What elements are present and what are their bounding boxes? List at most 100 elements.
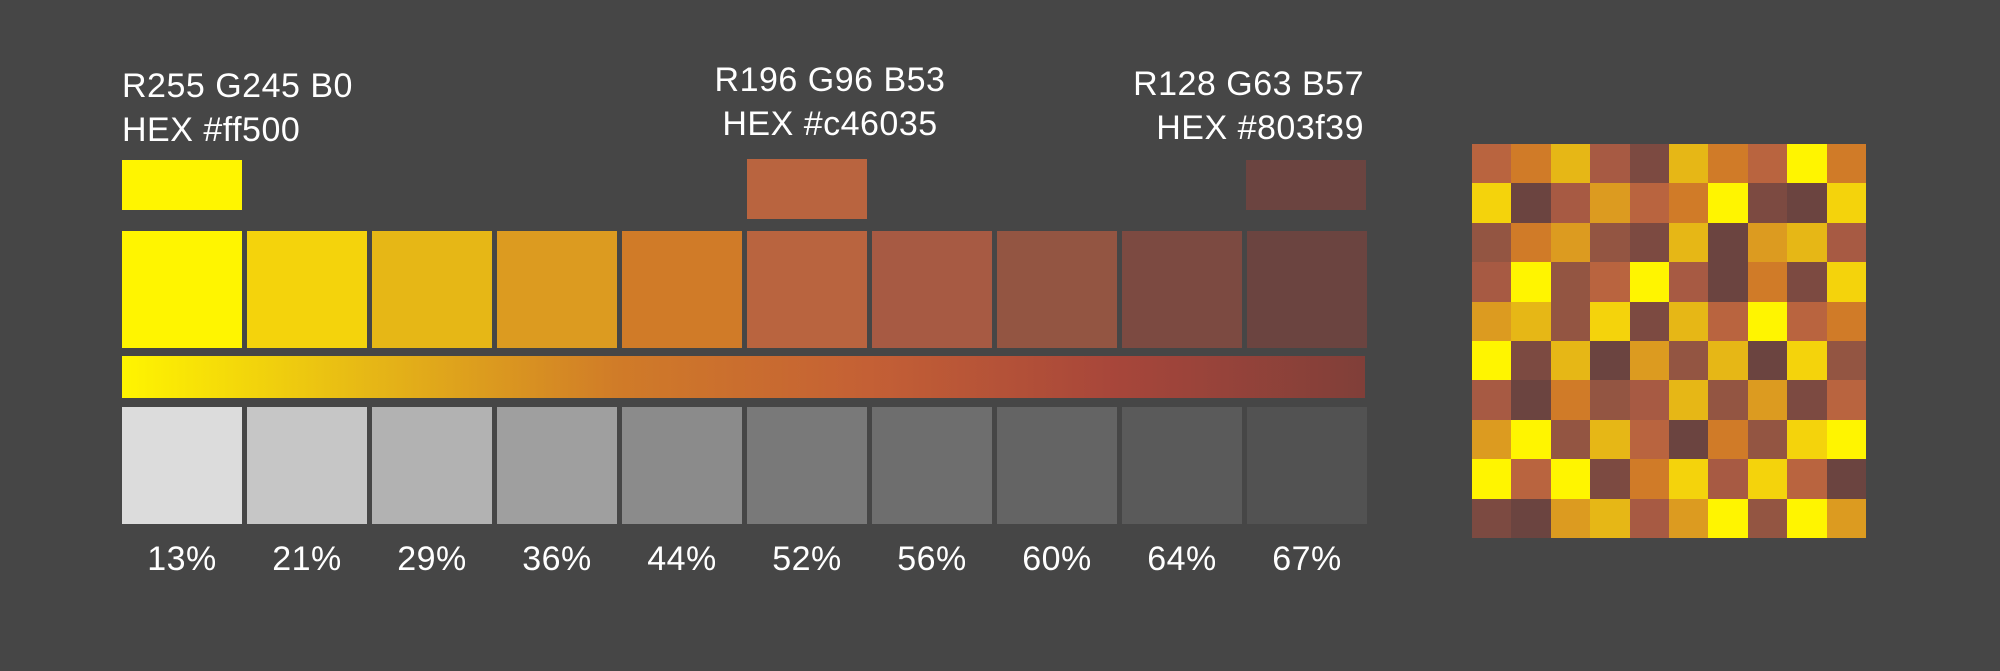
mosaic-tile	[1590, 380, 1630, 420]
mosaic-tile	[1747, 419, 1788, 460]
key-swatch-yellow	[122, 160, 242, 210]
percentage-label: 67%	[1272, 540, 1342, 578]
mosaic-tile	[1669, 301, 1709, 341]
mosaic-tile	[1590, 262, 1630, 302]
hex-label-brown: HEX #803f39	[1156, 109, 1364, 147]
key-swatch-brown	[1246, 160, 1366, 210]
hex-label-yellow: HEX #ff500	[122, 111, 301, 149]
mosaic-tile	[1472, 419, 1512, 460]
mosaic-tile	[1550, 419, 1591, 460]
mosaic-tile	[1590, 222, 1630, 263]
mosaic-tile	[1708, 183, 1748, 223]
percentage-label: 36%	[522, 540, 592, 578]
mosaic-tile	[1747, 459, 1788, 499]
mosaic-tile	[1511, 419, 1551, 460]
percentage-label: 64%	[1147, 540, 1217, 578]
mosaic-tile	[1472, 498, 1512, 538]
key-label-orange: R196 G96 B53 HEX #c46035	[640, 58, 1020, 146]
rgb-label-brown: R128 G63 B57	[1133, 65, 1364, 103]
mosaic-tile	[1511, 262, 1551, 302]
key-label-brown: R128 G63 B57 HEX #803f39	[1000, 62, 1364, 150]
mosaic-tile	[1629, 183, 1669, 223]
mosaic-tile	[1511, 498, 1551, 538]
mosaic-tile	[1747, 498, 1788, 538]
gray-swatch	[497, 407, 617, 524]
percentage-label: 56%	[897, 540, 967, 578]
mosaic-tile	[1669, 380, 1709, 420]
mosaic-tile	[1708, 144, 1748, 184]
mosaic-tile	[1550, 380, 1591, 420]
color-swatch	[622, 231, 742, 348]
mosaic-tile	[1747, 380, 1788, 420]
mosaic-tile	[1629, 301, 1669, 341]
mosaic-tile	[1708, 419, 1748, 460]
mosaic-tile	[1511, 144, 1551, 184]
mosaic-tile	[1669, 183, 1709, 223]
mosaic-tile	[1708, 380, 1748, 420]
mosaic-tile	[1826, 459, 1866, 499]
mosaic-tile	[1472, 262, 1512, 302]
mosaic-tile	[1550, 144, 1591, 184]
gray-swatch	[872, 407, 992, 524]
mosaic-tile	[1787, 380, 1827, 420]
mosaic-tile	[1550, 262, 1591, 302]
mosaic-tile	[1590, 419, 1630, 460]
mosaic-tile	[1708, 301, 1748, 341]
mosaic-tile	[1550, 183, 1591, 223]
mosaic-tile	[1669, 341, 1709, 381]
mosaic-tile	[1747, 301, 1788, 341]
mosaic-tile	[1708, 262, 1748, 302]
mosaic-tile	[1708, 341, 1748, 381]
mosaic-tile	[1747, 262, 1788, 302]
mosaic-tile	[1511, 341, 1551, 381]
color-mosaic-grid	[1472, 144, 1866, 538]
gray-swatch	[1122, 407, 1242, 524]
mosaic-tile	[1590, 183, 1630, 223]
mosaic-tile	[1472, 183, 1512, 223]
mosaic-tile	[1550, 459, 1591, 499]
mosaic-tile	[1826, 262, 1866, 302]
mosaic-tile	[1787, 341, 1827, 381]
mosaic-tile	[1787, 262, 1827, 302]
gray-swatch	[997, 407, 1117, 524]
mosaic-tile	[1787, 301, 1827, 341]
mosaic-tile	[1826, 498, 1866, 538]
mosaic-tile	[1787, 183, 1827, 223]
color-swatch-row	[122, 231, 1367, 348]
color-swatch	[1247, 231, 1367, 348]
mosaic-tile	[1826, 301, 1866, 341]
percentage-label: 60%	[1022, 540, 1092, 578]
gray-swatch	[622, 407, 742, 524]
key-swatch-orange	[747, 159, 867, 219]
color-swatch	[1122, 231, 1242, 348]
mosaic-tile	[1550, 341, 1591, 381]
color-swatch	[372, 231, 492, 348]
percentage-label: 21%	[272, 540, 342, 578]
mosaic-tile	[1472, 222, 1512, 263]
gray-swatch	[247, 407, 367, 524]
mosaic-tile	[1669, 498, 1709, 538]
percentage-label: 44%	[647, 540, 717, 578]
mosaic-tile	[1787, 498, 1827, 538]
mosaic-tile	[1590, 341, 1630, 381]
mosaic-tile	[1669, 144, 1709, 184]
mosaic-tile	[1511, 459, 1551, 499]
mosaic-tile	[1472, 341, 1512, 381]
mosaic-tile	[1669, 419, 1709, 460]
mosaic-tile	[1472, 459, 1512, 499]
mosaic-tile	[1826, 144, 1866, 184]
mosaic-tile	[1511, 183, 1551, 223]
mosaic-tile	[1550, 498, 1591, 538]
mosaic-tile	[1708, 222, 1748, 263]
mosaic-tile	[1472, 301, 1512, 341]
mosaic-tile	[1629, 419, 1669, 460]
mosaic-tile	[1629, 341, 1669, 381]
mosaic-tile	[1629, 144, 1669, 184]
mosaic-tile	[1550, 301, 1591, 341]
mosaic-tile	[1787, 459, 1827, 499]
color-swatch	[497, 231, 617, 348]
gray-swatch	[1247, 407, 1367, 524]
mosaic-tile	[1787, 144, 1827, 184]
percentage-label: 29%	[397, 540, 467, 578]
mosaic-tile	[1629, 498, 1669, 538]
